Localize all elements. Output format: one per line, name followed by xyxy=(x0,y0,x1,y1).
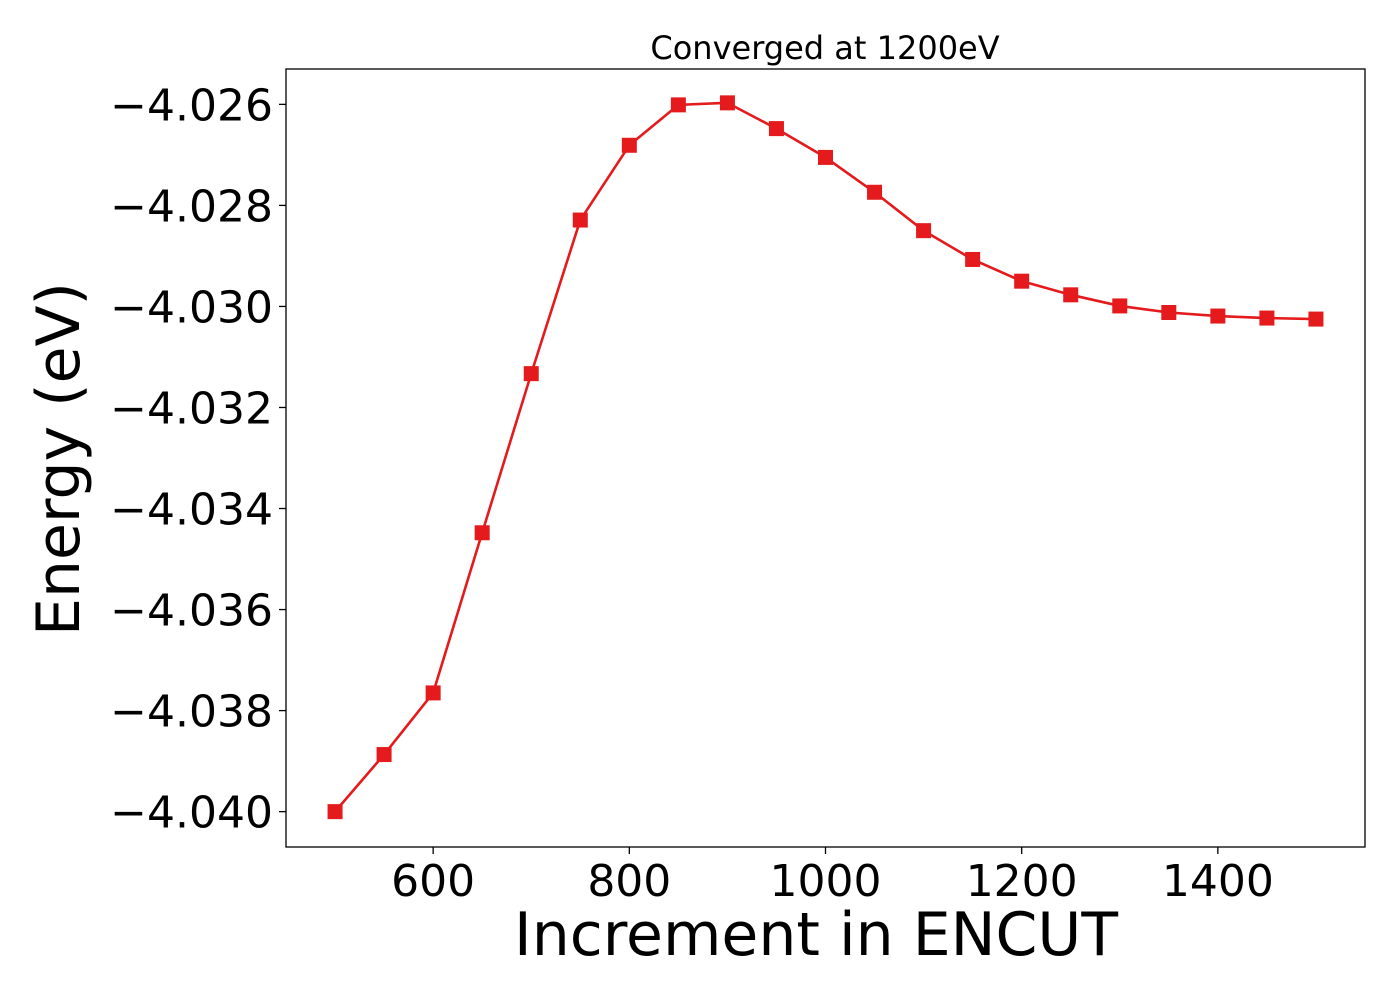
data-point-marker xyxy=(1161,305,1177,320)
x-tick-label: 1000 xyxy=(770,856,882,907)
y-tick-label: −4.040 xyxy=(110,788,273,839)
x-axis-ticks: 600 800 1000 1200 1400 xyxy=(391,847,1274,907)
data-point-marker xyxy=(768,121,784,137)
y-tick-label: −4.038 xyxy=(110,687,273,738)
y-axis-title: Energy (eV) xyxy=(24,282,94,636)
data-point-marker xyxy=(523,366,539,382)
data-point-marker xyxy=(572,212,588,228)
y-axis-ticks: −4.026 −4.028 −4.030 −4.032 −4.034 −4.036 −4.0… xyxy=(110,80,286,839)
data-point-marker xyxy=(327,804,343,820)
y-tick-label: −4.030 xyxy=(110,282,273,333)
data-point-marker xyxy=(1063,287,1079,303)
plot-area-frame xyxy=(285,68,1366,848)
x-tick-label: 1400 xyxy=(1162,856,1274,907)
y-tick-label: −4.026 xyxy=(110,80,273,131)
chart-title: Converged at 1200eV xyxy=(650,29,999,67)
data-point-marker xyxy=(621,137,637,153)
y-tick-label: −4.034 xyxy=(110,485,273,536)
data-point-marker xyxy=(916,223,932,239)
data-point-marker xyxy=(376,747,392,763)
data-point-marker xyxy=(425,685,441,701)
y-tick-label: −4.032 xyxy=(110,383,273,434)
data-point-marker xyxy=(670,97,686,113)
series-layer xyxy=(327,95,1324,820)
data-point-marker xyxy=(1210,308,1226,324)
data-point-marker xyxy=(1308,311,1324,327)
x-tick-label: 1200 xyxy=(966,856,1078,907)
data-point-marker xyxy=(965,251,981,267)
data-point-marker xyxy=(1014,273,1030,289)
data-point-marker xyxy=(1112,298,1128,314)
x-axis-title: Increment in ENCUT xyxy=(514,900,1118,970)
data-point-marker xyxy=(818,149,833,165)
data-point-marker xyxy=(1259,310,1275,326)
data-point-marker xyxy=(719,95,735,111)
y-tick-label: −4.028 xyxy=(110,181,273,232)
data-point-marker xyxy=(474,525,490,541)
x-tick-label: 600 xyxy=(391,856,475,907)
y-tick-label: −4.036 xyxy=(110,586,273,637)
data-point-marker xyxy=(867,184,883,200)
x-tick-label: 800 xyxy=(587,856,671,907)
